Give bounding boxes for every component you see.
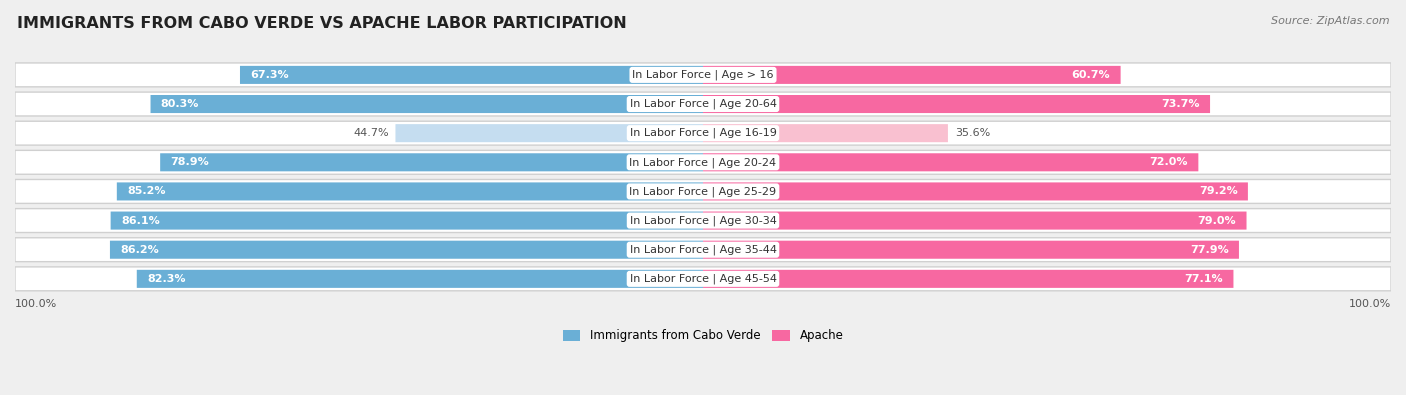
Text: 77.9%: 77.9%: [1189, 245, 1229, 255]
FancyBboxPatch shape: [703, 95, 1211, 113]
Text: 73.7%: 73.7%: [1161, 99, 1199, 109]
Text: 80.3%: 80.3%: [160, 99, 200, 109]
FancyBboxPatch shape: [111, 212, 703, 229]
FancyBboxPatch shape: [703, 241, 1239, 259]
Text: 82.3%: 82.3%: [148, 274, 186, 284]
Text: Source: ZipAtlas.com: Source: ZipAtlas.com: [1271, 16, 1389, 26]
FancyBboxPatch shape: [15, 209, 1391, 233]
Legend: Immigrants from Cabo Verde, Apache: Immigrants from Cabo Verde, Apache: [558, 325, 848, 347]
Text: 79.2%: 79.2%: [1199, 186, 1237, 196]
FancyBboxPatch shape: [15, 63, 1391, 87]
FancyBboxPatch shape: [15, 121, 1391, 145]
Text: 79.0%: 79.0%: [1198, 216, 1236, 226]
Text: 86.2%: 86.2%: [121, 245, 159, 255]
FancyBboxPatch shape: [703, 212, 1247, 229]
Text: IMMIGRANTS FROM CABO VERDE VS APACHE LABOR PARTICIPATION: IMMIGRANTS FROM CABO VERDE VS APACHE LAB…: [17, 16, 627, 31]
FancyBboxPatch shape: [15, 179, 1391, 203]
Text: In Labor Force | Age 16-19: In Labor Force | Age 16-19: [630, 128, 776, 138]
FancyBboxPatch shape: [240, 66, 703, 84]
FancyBboxPatch shape: [15, 92, 1391, 116]
FancyBboxPatch shape: [160, 153, 703, 171]
Text: 78.9%: 78.9%: [170, 157, 209, 167]
Text: In Labor Force | Age > 16: In Labor Force | Age > 16: [633, 70, 773, 80]
FancyBboxPatch shape: [15, 150, 1391, 174]
FancyBboxPatch shape: [703, 66, 1121, 84]
FancyBboxPatch shape: [136, 270, 703, 288]
FancyBboxPatch shape: [15, 267, 1391, 291]
Text: 100.0%: 100.0%: [15, 299, 58, 309]
Text: 60.7%: 60.7%: [1071, 70, 1111, 80]
FancyBboxPatch shape: [703, 270, 1233, 288]
FancyBboxPatch shape: [150, 95, 703, 113]
Text: In Labor Force | Age 20-64: In Labor Force | Age 20-64: [630, 99, 776, 109]
Text: 72.0%: 72.0%: [1150, 157, 1188, 167]
Text: In Labor Force | Age 45-54: In Labor Force | Age 45-54: [630, 274, 776, 284]
Text: 100.0%: 100.0%: [1348, 299, 1391, 309]
Text: In Labor Force | Age 30-34: In Labor Force | Age 30-34: [630, 215, 776, 226]
FancyBboxPatch shape: [110, 241, 703, 259]
FancyBboxPatch shape: [703, 153, 1198, 171]
Text: 77.1%: 77.1%: [1184, 274, 1223, 284]
FancyBboxPatch shape: [395, 124, 703, 142]
Text: 67.3%: 67.3%: [250, 70, 288, 80]
Text: 85.2%: 85.2%: [127, 186, 166, 196]
FancyBboxPatch shape: [15, 238, 1391, 261]
Text: 35.6%: 35.6%: [955, 128, 990, 138]
Text: 86.1%: 86.1%: [121, 216, 160, 226]
FancyBboxPatch shape: [117, 182, 703, 201]
Text: 44.7%: 44.7%: [353, 128, 388, 138]
Text: In Labor Force | Age 20-24: In Labor Force | Age 20-24: [630, 157, 776, 167]
Text: In Labor Force | Age 35-44: In Labor Force | Age 35-44: [630, 245, 776, 255]
Text: In Labor Force | Age 25-29: In Labor Force | Age 25-29: [630, 186, 776, 197]
FancyBboxPatch shape: [703, 182, 1249, 201]
FancyBboxPatch shape: [703, 124, 948, 142]
